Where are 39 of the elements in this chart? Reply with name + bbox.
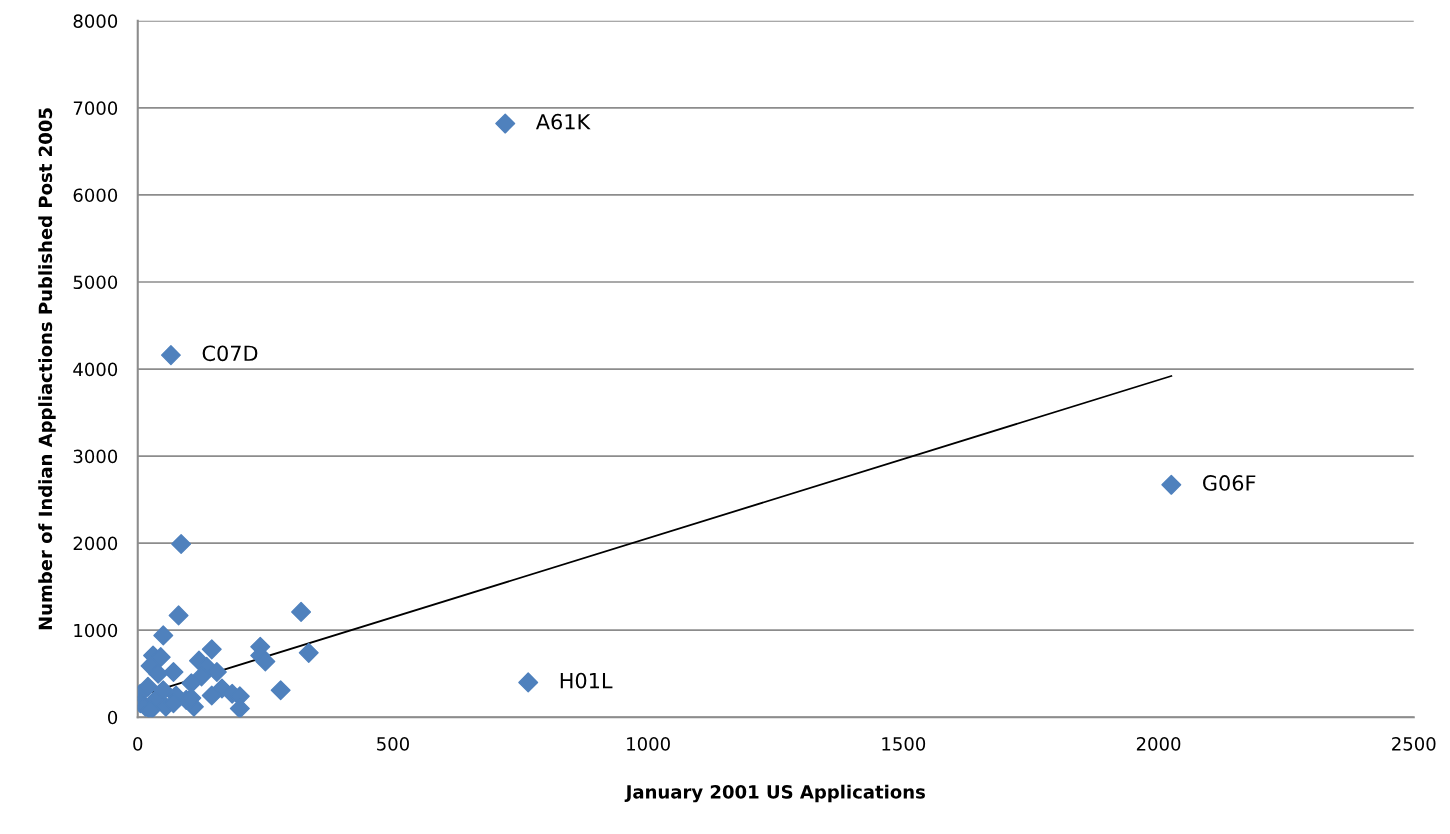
y-axis-title: Number of Indian Appliactions Published Post 2005 — [38, 108, 56, 630]
y-tick-label: 5000 — [73, 275, 118, 290]
point — [206, 661, 227, 682]
point — [181, 673, 202, 694]
point — [298, 642, 319, 663]
point — [1161, 474, 1182, 495]
y-tick-label: 1000 — [74, 623, 118, 638]
point — [148, 663, 169, 684]
x-tick-label: 500 — [377, 737, 409, 751]
x-tick-label: 1000 — [627, 737, 670, 751]
point — [168, 605, 189, 626]
point — [163, 661, 184, 682]
x-axis-title: January 2001 US Applications — [624, 784, 925, 803]
y-tick-label: 2000 — [73, 536, 118, 551]
point — [518, 672, 539, 693]
point — [291, 601, 312, 622]
y-tick-label: 4000 — [73, 362, 118, 377]
y-tick-label: 8000 — [73, 14, 118, 28]
point — [137, 676, 158, 697]
point — [153, 680, 174, 701]
point — [201, 685, 222, 706]
y-tick-label: 7000 — [73, 101, 118, 116]
point — [171, 534, 192, 555]
x-tick-label: 0 — [133, 737, 143, 751]
point — [270, 680, 291, 701]
x-tick-label: 2000 — [1136, 737, 1181, 751]
point — [495, 113, 516, 134]
annotation: A61K — [535, 113, 591, 130]
y-tick-label: 0 — [108, 710, 118, 725]
y-tick-label: 3000 — [73, 449, 118, 464]
point — [153, 625, 174, 646]
y-tick-label: 6000 — [73, 188, 118, 203]
point — [160, 345, 181, 366]
annotation: G06F — [1203, 475, 1256, 491]
annotation: C07D — [202, 345, 258, 362]
x-tick-label: 2500 — [1392, 737, 1436, 751]
x-tick-label: 1500 — [882, 737, 926, 751]
point — [201, 639, 222, 660]
annotation: H01L — [560, 672, 613, 689]
